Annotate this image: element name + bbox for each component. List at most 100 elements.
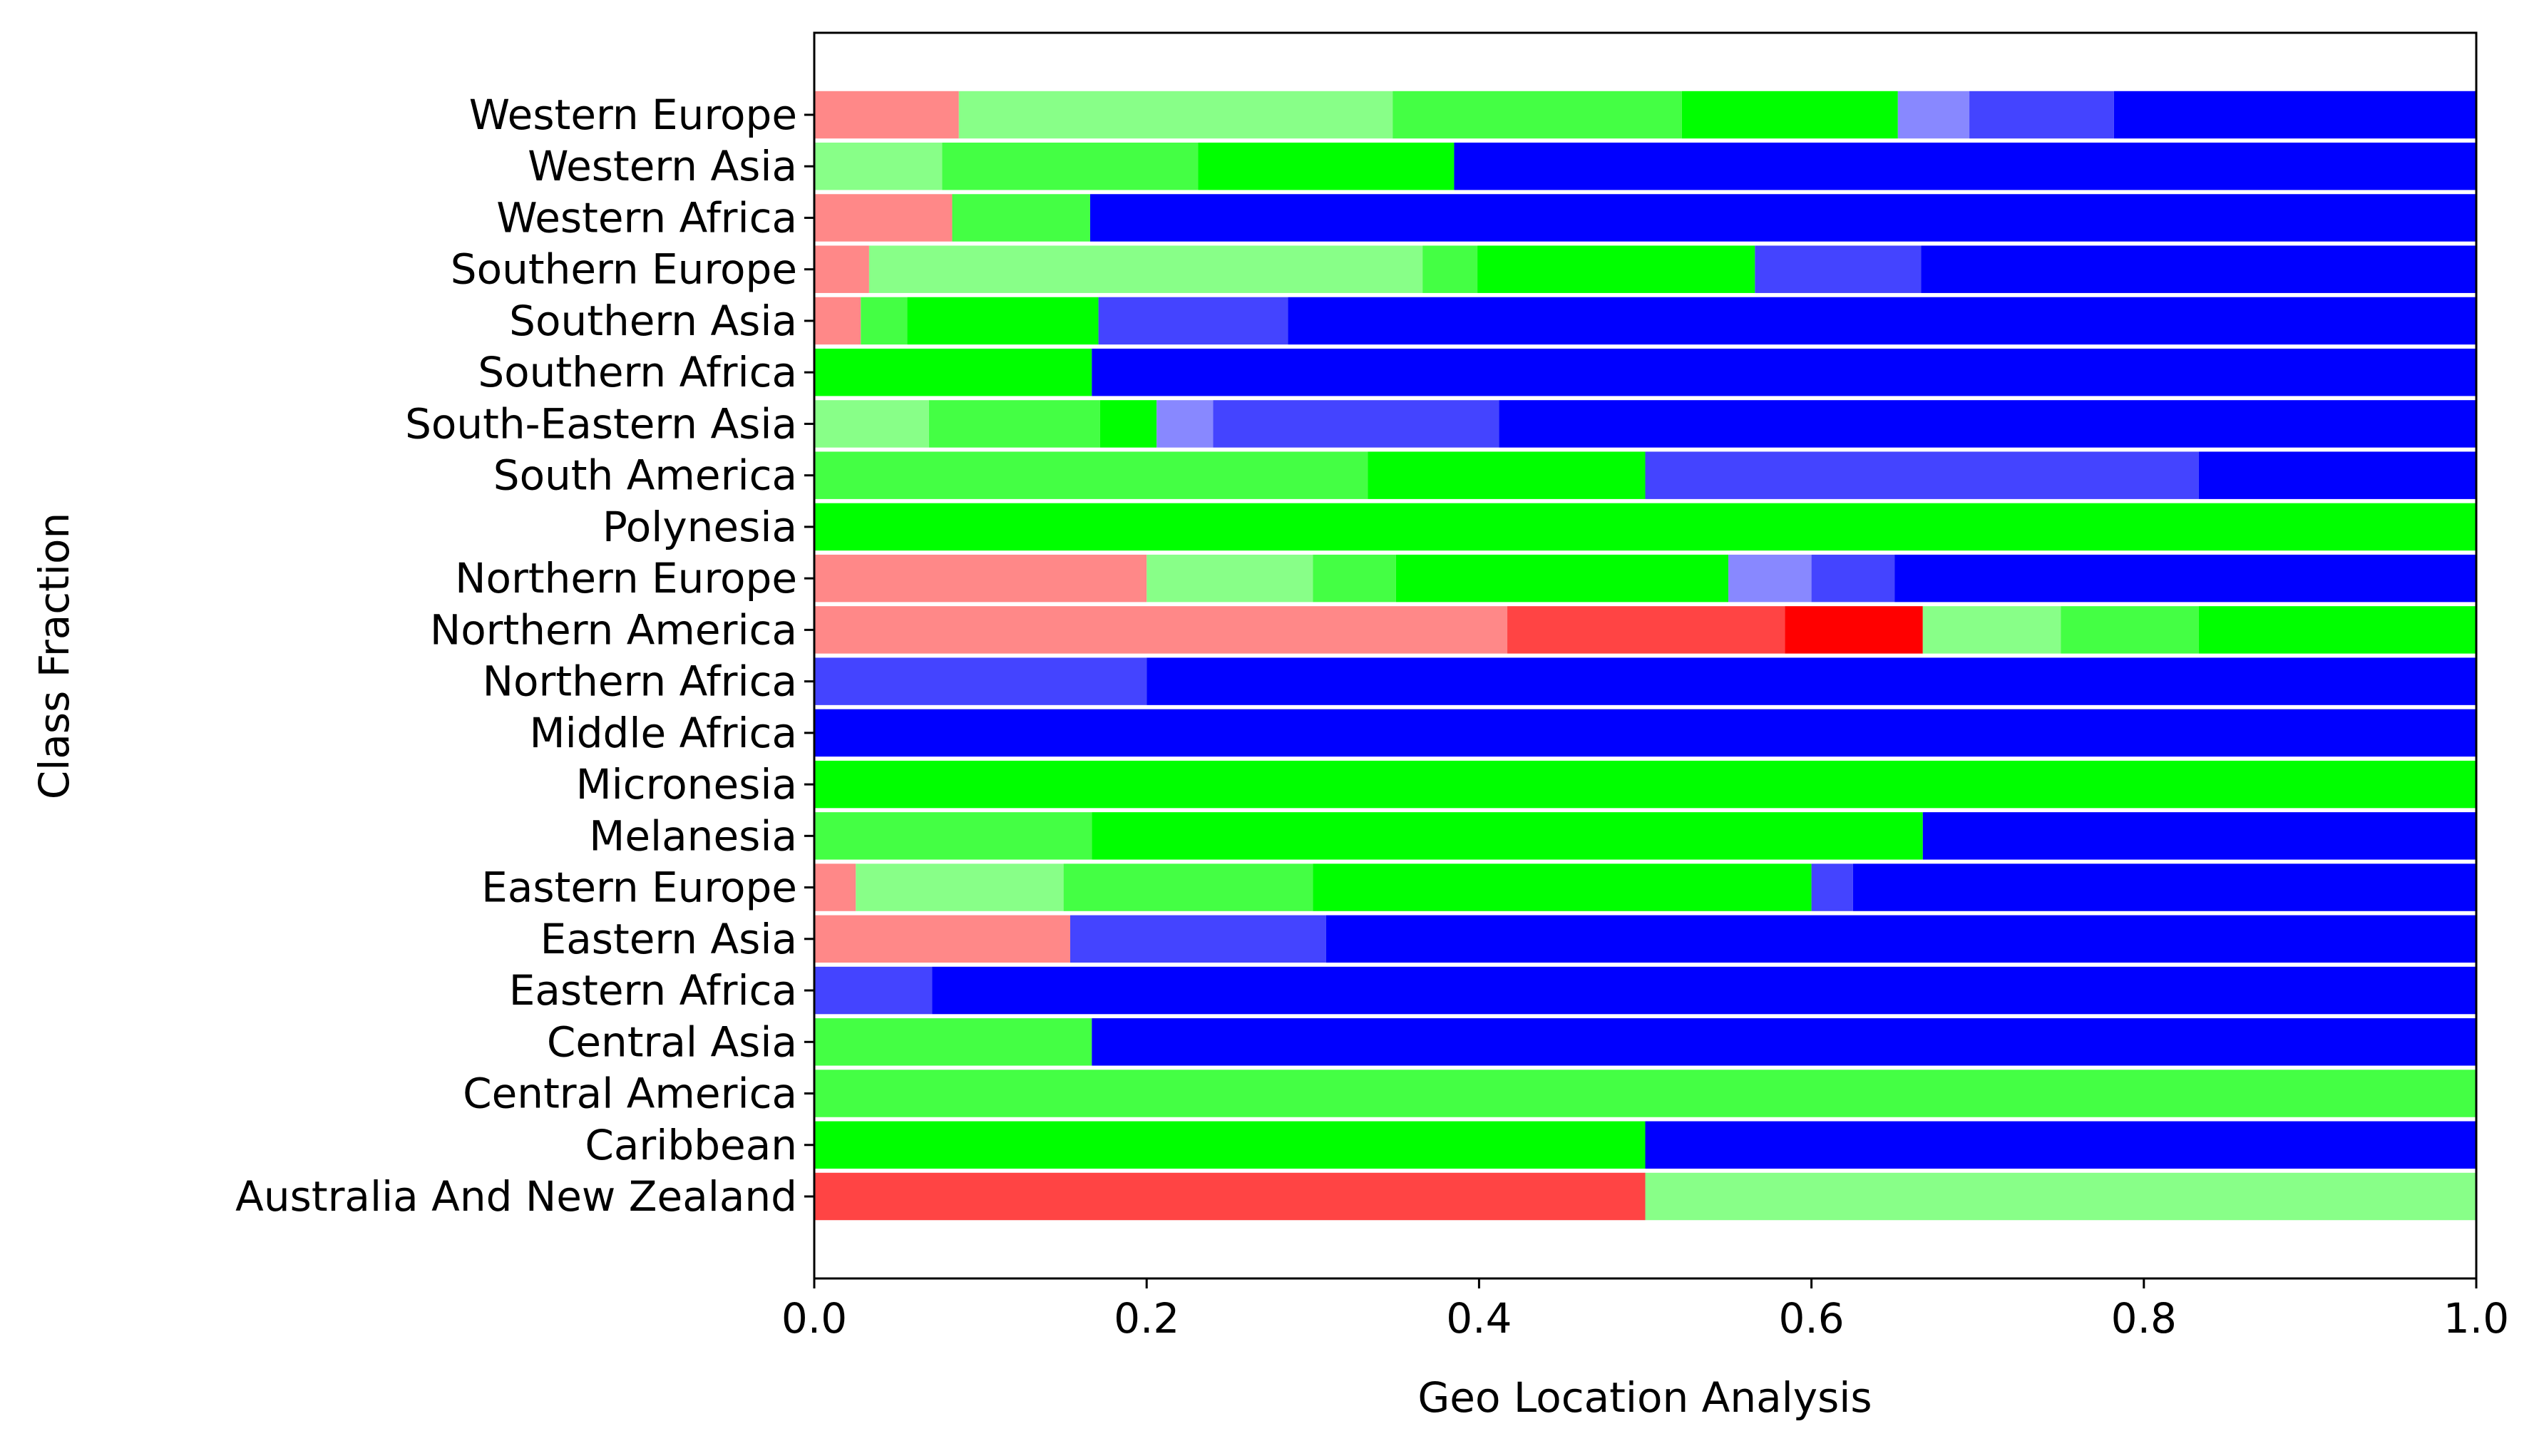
x-tick-label: 0.6 bbox=[1778, 1294, 1844, 1343]
x-axis-ticks: 0.0 0.2 0.4 0.6 0.8 1.0 bbox=[781, 1278, 2509, 1343]
y-tick-label: Eastern Europe bbox=[481, 863, 797, 912]
bar-segment bbox=[1454, 143, 2476, 190]
bar-segment bbox=[1969, 91, 2114, 139]
axes-frame bbox=[813, 31, 2478, 1280]
y-axis-label: Class Fraction bbox=[30, 513, 78, 800]
bar-segment bbox=[2061, 606, 2199, 654]
bar-segment bbox=[1755, 245, 1922, 293]
bar-segment bbox=[1392, 91, 1682, 139]
bar-segment bbox=[1811, 554, 1895, 603]
bar-segment bbox=[861, 297, 908, 345]
bar-segment bbox=[1099, 400, 1157, 448]
bar-segment bbox=[814, 1121, 1646, 1169]
bar-segments bbox=[814, 91, 2477, 1221]
bar-segment bbox=[1681, 91, 1898, 139]
x-tick-label: 0.4 bbox=[1446, 1294, 1512, 1343]
y-tick-label: Central America bbox=[463, 1070, 797, 1118]
y-tick-label: Northern Europe bbox=[455, 554, 797, 603]
y-tick-label: South America bbox=[493, 451, 797, 500]
bar-segment bbox=[1922, 606, 2061, 654]
bar-segment bbox=[814, 966, 933, 1015]
bar-segment bbox=[1288, 297, 2476, 345]
bar-segment bbox=[814, 863, 856, 911]
y-tick-label: Australia And New Zealand bbox=[235, 1172, 797, 1221]
bar-segment bbox=[1213, 400, 1499, 448]
bar-segment bbox=[814, 1018, 1092, 1066]
bar-segment bbox=[1645, 1121, 2476, 1169]
y-tick-label: Northern Africa bbox=[483, 657, 797, 706]
bar-segment bbox=[1645, 1172, 2476, 1221]
bar-segment bbox=[814, 400, 929, 448]
bar-segment bbox=[1147, 554, 1313, 603]
bar-segment bbox=[1089, 194, 2476, 242]
y-axis-ticks: Australia And New ZealandCaribbeanCentra… bbox=[235, 91, 814, 1221]
bar-segment bbox=[1785, 606, 1923, 654]
bar-segment bbox=[1147, 657, 2476, 705]
bar-segment bbox=[952, 194, 1090, 242]
bar-segment bbox=[1728, 554, 1812, 603]
bar-segment bbox=[814, 348, 1092, 396]
bar-segment bbox=[814, 657, 1147, 705]
bar-segment bbox=[1325, 915, 2476, 963]
bar-segment bbox=[942, 143, 1199, 190]
bar-segment bbox=[868, 245, 1423, 293]
x-axis-label: Geo Location Analysis bbox=[1417, 1373, 1872, 1422]
bar-segment bbox=[958, 91, 1393, 139]
y-tick-label: Eastern Africa bbox=[509, 966, 797, 1015]
bar-segment bbox=[1395, 554, 1729, 603]
x-tick-label: 0.0 bbox=[781, 1294, 847, 1343]
bar-segment bbox=[1894, 554, 2476, 603]
bar-segment bbox=[1098, 297, 1288, 345]
bar-segment bbox=[1477, 245, 1755, 293]
bar-segment bbox=[814, 143, 943, 190]
x-tick-label: 1.0 bbox=[2443, 1294, 2509, 1343]
bar-segment bbox=[1507, 606, 1785, 654]
bar-segment bbox=[2113, 91, 2476, 139]
bar-segment bbox=[814, 245, 869, 293]
y-tick-label: Western Africa bbox=[496, 193, 797, 242]
bar-segment bbox=[814, 709, 2476, 757]
bar-segment bbox=[1092, 812, 1923, 860]
y-tick-label: Middle Africa bbox=[530, 709, 797, 757]
bar-segment bbox=[1499, 400, 2476, 448]
bar-segment bbox=[1313, 863, 1812, 911]
y-tick-label: Southern Africa bbox=[478, 348, 797, 396]
bar-segment bbox=[814, 915, 1070, 963]
bar-segment bbox=[907, 297, 1099, 345]
bar-segment bbox=[814, 554, 1147, 603]
y-tick-label: Caribbean bbox=[585, 1121, 797, 1169]
x-tick-label: 0.2 bbox=[1114, 1294, 1179, 1343]
bar-segment bbox=[1063, 863, 1313, 911]
bar-segment bbox=[814, 1070, 2476, 1117]
y-tick-label: Eastern Asia bbox=[540, 915, 797, 963]
bar-segment bbox=[2198, 606, 2476, 654]
bar-segment bbox=[1422, 245, 1478, 293]
bar-segment bbox=[814, 1172, 1646, 1221]
bar-segment bbox=[1313, 554, 1396, 603]
bar-segment bbox=[814, 297, 861, 345]
bar-segment bbox=[1811, 863, 1853, 911]
y-tick-label: Central Asia bbox=[547, 1017, 797, 1066]
x-tick-label: 0.8 bbox=[2111, 1294, 2177, 1343]
bar-segment bbox=[856, 863, 1064, 911]
y-tick-label: Micronesia bbox=[576, 760, 797, 809]
bar-segment bbox=[1092, 348, 2476, 396]
bar-segment bbox=[814, 503, 2476, 551]
bar-segment bbox=[928, 400, 1100, 448]
bar-segment bbox=[2198, 451, 2476, 499]
bar-segment bbox=[1368, 451, 1646, 499]
bar-segment bbox=[814, 812, 1092, 860]
bar-segment bbox=[932, 966, 2476, 1015]
y-tick-label: Northern America bbox=[430, 605, 797, 654]
y-tick-label: South-Eastern Asia bbox=[405, 399, 797, 448]
bar-segment bbox=[814, 760, 2476, 809]
bar-segment bbox=[814, 606, 1508, 654]
bar-segment bbox=[814, 91, 959, 139]
y-tick-label: Polynesia bbox=[602, 503, 797, 551]
y-tick-label: Western Asia bbox=[528, 142, 797, 190]
bar-segment bbox=[1645, 451, 2199, 499]
bar-segment bbox=[814, 194, 953, 242]
bar-segment bbox=[1070, 915, 1326, 963]
bar-segment bbox=[1852, 863, 2477, 911]
bar-segment bbox=[1921, 245, 2476, 293]
